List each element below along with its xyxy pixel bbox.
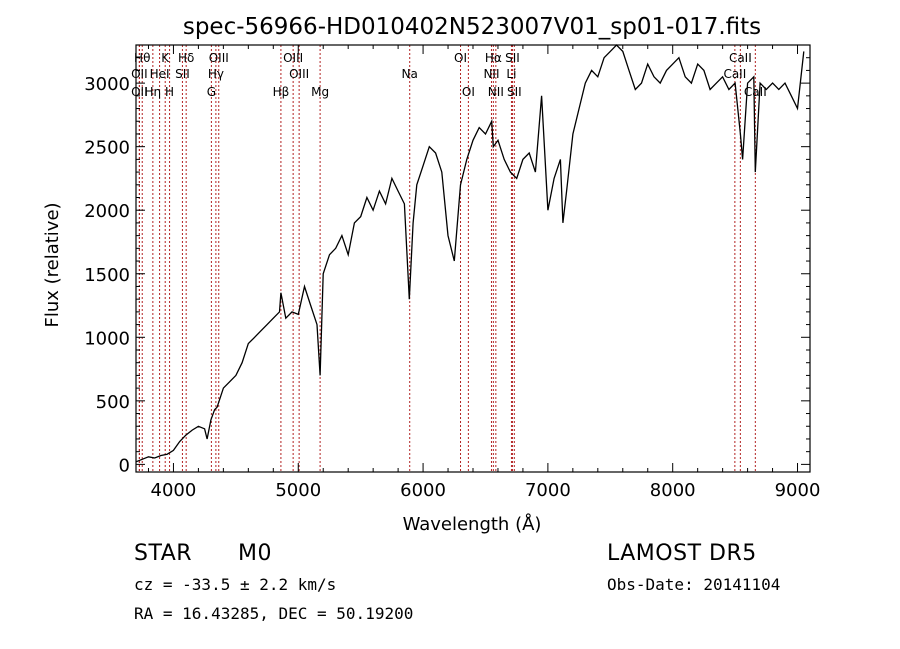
marker-label-7: SII <box>175 67 190 81</box>
y-tick-label-2: 1000 <box>84 328 130 349</box>
marker-label-22: Li <box>506 67 516 81</box>
marker-label-0: Hθ <box>134 51 150 65</box>
spectrum-line <box>135 44 805 463</box>
x-tick-label-2: 6000 <box>400 480 446 501</box>
marker-label-3: Hη <box>145 85 162 99</box>
y-tick-label-6: 3000 <box>84 74 130 95</box>
y-tick-label-5: 2500 <box>84 138 130 159</box>
marker-label-11: OIII <box>209 51 229 65</box>
marker-label-1: OII <box>131 67 148 81</box>
x-tick-label-0: 4000 <box>151 480 197 501</box>
x-tick-label-3: 7000 <box>525 480 571 501</box>
marker-label-27: CaII <box>744 85 767 99</box>
y-axis-ticks: 0 500 1000 1500 2000 2500 3000 <box>84 57 810 476</box>
y-tick-label-0: 0 <box>119 455 130 476</box>
object-class: STAR <box>134 541 193 566</box>
marker-label-4: HeI <box>150 67 170 81</box>
x-tick-label-1: 5000 <box>275 480 321 501</box>
y-axis-label: Flux (relative) <box>42 202 63 327</box>
marker-label-15: Mg <box>311 85 329 99</box>
marker-label-8: Hδ <box>178 51 194 65</box>
emission-line-markers <box>138 45 756 472</box>
x-tick-label-5: 9000 <box>775 480 821 501</box>
plot-frame <box>135 44 811 473</box>
marker-label-5: K <box>161 51 170 65</box>
y-tick-label-4: 2000 <box>84 201 130 222</box>
marker-label-17: OI <box>454 51 467 65</box>
marker-label-21: NII <box>488 85 504 99</box>
marker-label-6: H <box>165 85 174 99</box>
coordinates: RA = 16.43285, DEC = 50.19200 <box>134 604 414 623</box>
spectral-subclass: M0 <box>238 541 272 566</box>
marker-label-25: CaII <box>723 67 746 81</box>
marker-label-26: CaII <box>729 51 752 65</box>
marker-label-10: Hγ <box>208 67 224 81</box>
marker-label-24: SII <box>507 85 522 99</box>
y-tick-label-3: 1500 <box>84 265 130 286</box>
marker-label-20: Hα <box>485 51 502 65</box>
marker-label-19: NII <box>483 67 499 81</box>
marker-label-16: Na <box>402 67 418 81</box>
marker-label-14: OIII <box>289 67 309 81</box>
chart-title: spec-56966-HD010402N523007V01_sp01-017.f… <box>183 14 761 40</box>
x-axis-ticks: 4000 5000 6000 7000 8000 9000 <box>147 45 821 501</box>
marker-label-2: OII <box>131 85 148 99</box>
marker-label-18: OI <box>462 85 475 99</box>
redshift-value: cz = -33.5 ± 2.2 km/s <box>134 575 337 594</box>
marker-label-13: OIII <box>283 51 303 65</box>
obs-date: Obs-Date: 20141104 <box>607 575 781 594</box>
y-tick-label-1: 500 <box>96 392 130 413</box>
emission-line-labels: HθOIIOIIHηHeIKHSIIHδGHγOIIIHβOIIIOIIIMgN… <box>131 51 767 99</box>
marker-label-9: G <box>207 85 216 99</box>
x-axis-label: Wavelength (Å) <box>403 513 542 535</box>
x-tick-label-4: 8000 <box>650 480 696 501</box>
marker-label-23: SII <box>505 51 520 65</box>
marker-label-12: Hβ <box>273 85 290 99</box>
survey-name: LAMOST DR5 <box>607 541 757 566</box>
